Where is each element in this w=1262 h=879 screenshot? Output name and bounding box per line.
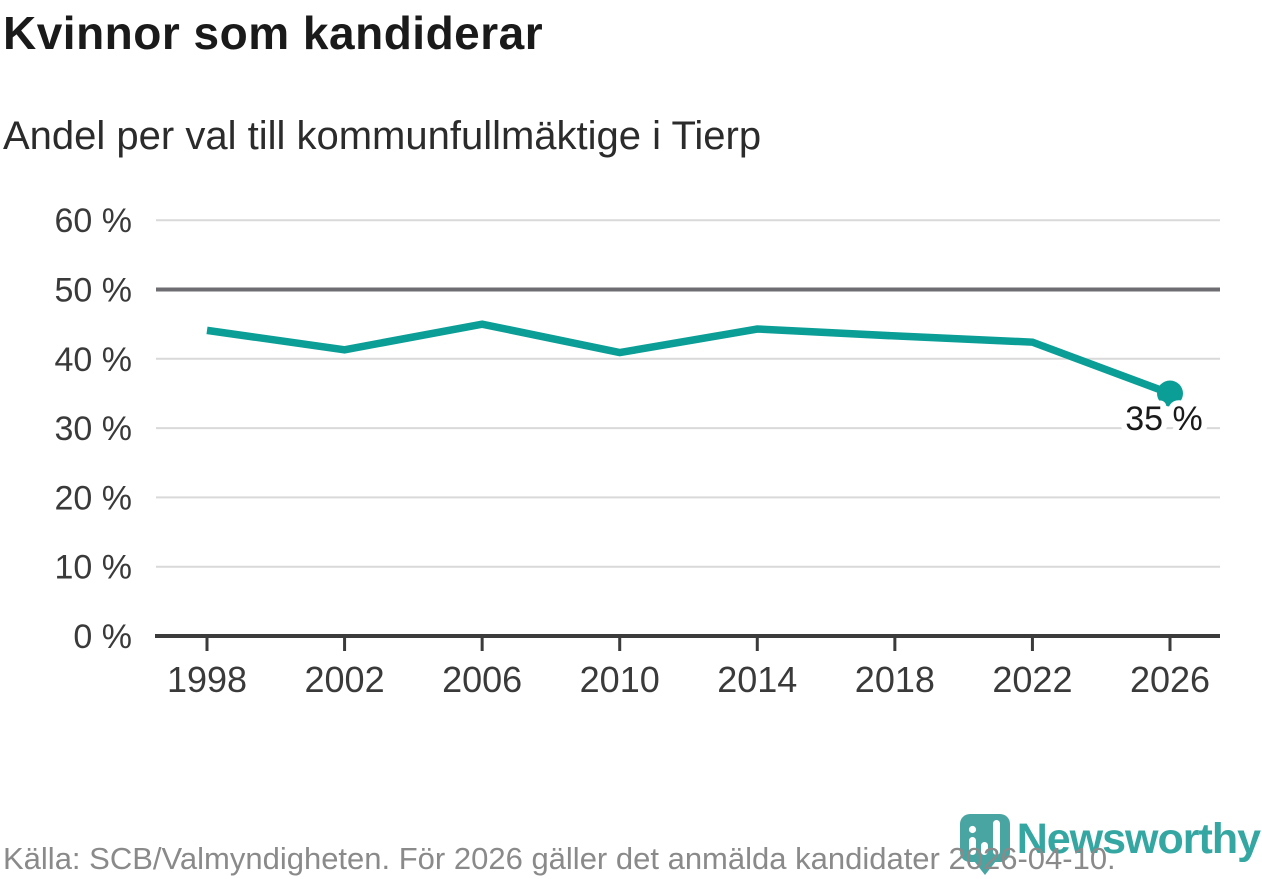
x-tick-label: 2018	[855, 659, 935, 700]
y-tick-label: 40 %	[55, 341, 133, 379]
newsworthy-wordmark: Newsworthy	[1016, 815, 1261, 863]
x-tick-label: 2022	[992, 659, 1072, 700]
y-tick-label: 30 %	[55, 410, 133, 448]
newsworthy-logo: Newsworthy	[959, 813, 1261, 877]
y-tick-label: 50 %	[55, 272, 133, 310]
chart-title: Kvinnor som kandiderar	[3, 7, 544, 59]
series-line	[206, 320, 1172, 397]
x-tick-label: 2002	[305, 659, 385, 700]
y-tick-label: 0 %	[73, 618, 132, 656]
chart-subtitle: Andel per val till kommunfullmäktige i T…	[3, 114, 762, 158]
y-tick-label: 10 %	[55, 549, 133, 587]
x-tick-label: 2026	[1130, 659, 1210, 700]
y-tick-label: 60 %	[55, 202, 133, 240]
x-tick-label: 2014	[717, 659, 797, 700]
y-tick-label: 20 %	[55, 479, 133, 517]
footer-source: Källa: SCB/Valmyndigheten. För 2026 gäll…	[3, 841, 1116, 876]
end-point-marker	[1157, 380, 1183, 407]
x-tick-label: 2006	[442, 659, 522, 700]
newsworthy-pin-barchart-icon	[959, 814, 1010, 875]
line-chart: 0 % 10 % 20 % 30 % 40 % 50 % 60 % 1998 2002 2006 2…	[55, 202, 1220, 700]
x-tick-label: 1998	[167, 659, 247, 700]
x-tick-label: 2010	[580, 659, 660, 700]
end-point-label: 35 %	[1125, 400, 1203, 438]
